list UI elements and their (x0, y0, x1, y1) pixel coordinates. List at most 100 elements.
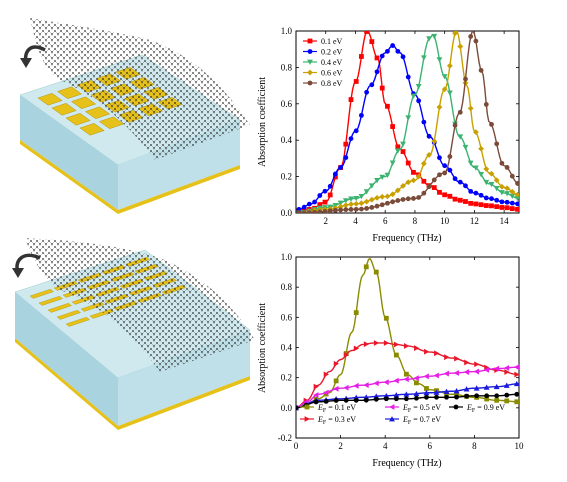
top-data-point (478, 202, 484, 208)
top-data-point (390, 43, 396, 48)
top-data-point (374, 203, 380, 209)
bottom-x-tick-label: 6 (428, 441, 433, 451)
top-data-point (348, 201, 354, 208)
top-data-point (489, 196, 494, 202)
gold-patch (65, 113, 91, 126)
top-data-point (431, 177, 437, 183)
top-x-tick-label: 4 (353, 216, 358, 226)
top-legend-marker (307, 80, 313, 86)
bottom-x-tick-label: 4 (383, 441, 388, 451)
bottom-data-point (483, 366, 490, 373)
top-data-point (343, 155, 349, 160)
top-data-point (296, 206, 302, 212)
top-x-tick-label: 14 (500, 216, 510, 226)
top-substrate-right (118, 120, 240, 210)
bottom-data-point (483, 384, 490, 390)
bottom-legend-marker (304, 416, 310, 422)
top-data-point (405, 74, 411, 80)
top-data-point (353, 79, 359, 84)
top-data-point (473, 38, 479, 44)
top-legend-label: 0.1 eV (321, 37, 343, 46)
top-data-point (515, 201, 519, 207)
bottom-data-point (403, 371, 409, 377)
top-data-point (359, 206, 364, 212)
bottom-data-point (363, 382, 369, 388)
bottom-data-point (434, 350, 440, 357)
bottom-data-point (393, 377, 399, 384)
bottom-data-point (383, 392, 390, 399)
top-data-point (499, 199, 505, 205)
top-data-point (457, 134, 464, 140)
top-data-point (437, 155, 442, 161)
top-y-tick-label: 0.0 (281, 208, 293, 218)
top-data-point (353, 200, 360, 207)
bottom-data-point (313, 383, 319, 390)
top-y-tick-label: 0.8 (281, 62, 293, 72)
top-data-point (353, 196, 360, 202)
bottom-data-point (474, 393, 480, 399)
bottom-data-point (323, 398, 329, 404)
top-data-point (431, 185, 437, 190)
bottom-legend-label: EF = 0.9 eV (466, 403, 505, 414)
top-data-point (353, 206, 359, 212)
top-data-point (452, 122, 458, 128)
comb-finger (47, 302, 72, 313)
top-data-point (385, 103, 390, 109)
top-data-point (364, 206, 370, 211)
top-data-point (483, 203, 489, 208)
bottom-substrate-right (118, 330, 250, 426)
top-y-axis-label: Absorption coefficient (257, 77, 268, 167)
top-data-point (379, 174, 386, 181)
top-data-point (384, 172, 391, 179)
top-data-point (457, 179, 463, 185)
top-data-point (436, 104, 443, 111)
top-data-point (473, 190, 479, 196)
top-device-illustration (19, 18, 250, 214)
top-data-point (369, 205, 375, 210)
top-data-point (493, 186, 500, 192)
top-y-tick-label: 1.0 (281, 26, 293, 36)
top-data-point (327, 208, 333, 213)
bottom-data-point (443, 388, 450, 394)
bottom-series-lines (296, 257, 519, 411)
bottom-absorption-chart: 0 2 4 6 8 10 -0.2 0.0 0.2 0.4 0.6 0.8 1.0 EF = 0.1 e… (257, 252, 524, 469)
top-peel-arrow-head-icon (20, 58, 32, 68)
top-x-tick-label: 10 (440, 216, 450, 226)
top-data-point (488, 181, 495, 188)
top-data-point (515, 206, 519, 212)
top-data-point (306, 201, 312, 207)
bottom-legend-label: EF = 0.7 eV (402, 415, 441, 426)
bottom-data-point (423, 389, 430, 396)
top-data-point (504, 185, 511, 192)
top-data-point (478, 145, 484, 152)
top-data-point (447, 167, 453, 173)
top-data-point (431, 138, 438, 145)
bottom-legend-marker (453, 404, 459, 410)
bottom-data-point (494, 397, 500, 403)
bottom-data-point (514, 371, 519, 378)
bottom-data-point (503, 382, 510, 388)
top-x-axis-label: Frequency (THz) (372, 233, 441, 244)
top-series-2 (296, 43, 519, 212)
bottom-data-point (353, 345, 360, 352)
top-data-point (348, 136, 354, 142)
bottom-data-point (473, 385, 480, 391)
bottom-data-point (333, 385, 339, 392)
top-legend-marker (307, 59, 313, 65)
top-data-point (327, 192, 333, 198)
top-series-3 (296, 33, 519, 213)
bottom-data-point (383, 396, 389, 402)
bottom-data-point (343, 384, 349, 391)
bottom-data-point (363, 394, 370, 400)
top-data-point (317, 202, 323, 207)
top-data-point (369, 39, 375, 45)
bottom-data-point (463, 369, 469, 375)
bottom-data-point (414, 345, 420, 351)
top-data-point (447, 193, 453, 199)
top-data-point (364, 89, 370, 95)
bottom-x-tick-label: 0 (294, 441, 299, 451)
top-data-point (368, 183, 375, 189)
bottom-data-point (363, 264, 369, 270)
top-data-point (504, 199, 510, 205)
